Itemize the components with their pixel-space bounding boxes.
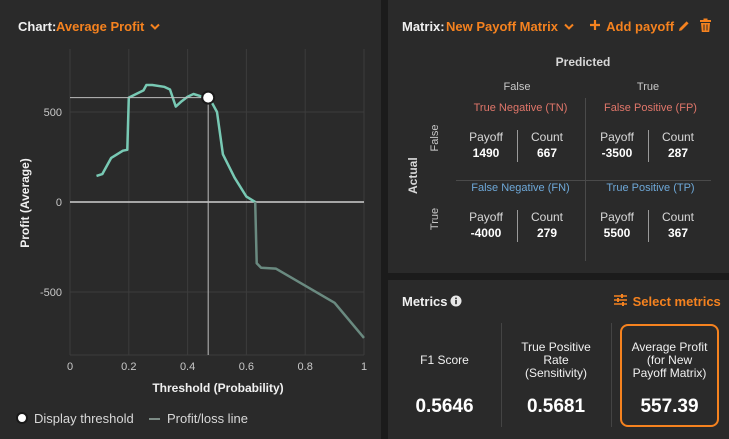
- fn-payoff-value: -4000: [470, 226, 502, 240]
- avg-profit-title-line2: (for New: [646, 353, 693, 367]
- select-metrics-label: Select metrics: [632, 294, 721, 309]
- matrix-divider-vertical: [585, 98, 586, 261]
- select-metrics-button[interactable]: Select metrics: [614, 294, 721, 309]
- fn-count-label: Count: [530, 210, 564, 224]
- matrix-divider-horizontal: [456, 180, 711, 181]
- row-true-label: True: [429, 207, 441, 231]
- col-true-label: True: [636, 81, 660, 93]
- actual-label: Actual: [406, 157, 420, 194]
- chevron-down-icon: [563, 23, 574, 30]
- matrix-label: Matrix:: [402, 19, 445, 34]
- fp-payoff-value: -3500: [601, 146, 633, 160]
- tp-count-value: 367: [667, 226, 689, 240]
- pencil-icon[interactable]: [677, 19, 691, 33]
- f1-value: 0.5646: [415, 396, 474, 417]
- f1-title: F1 Score: [420, 353, 469, 367]
- tp-divider: [648, 210, 649, 242]
- matrix-panel: Matrix: New Payoff Matrix Add payoff Pre…: [388, 0, 729, 273]
- tpr-value: 0.5681: [526, 396, 586, 417]
- chart-type-value: Average Profit: [56, 19, 145, 34]
- tpr-title-line3: (Sensitivity): [524, 366, 587, 380]
- x-tick-label: 0.8: [298, 361, 313, 373]
- metrics-panel: Metrics Select metrics: [388, 280, 729, 439]
- chart-series: [96, 83, 365, 339]
- metrics-label: Metrics: [402, 294, 448, 309]
- tn-count-label: Count: [530, 130, 564, 144]
- col-false-label: False: [503, 81, 531, 93]
- fp-label: False Positive (FP): [604, 102, 697, 114]
- fn-divider: [517, 210, 518, 242]
- matrix-value: New Payoff Matrix: [446, 19, 558, 34]
- y-tick-label: -500: [40, 287, 62, 299]
- fn-label: False Negative (FN): [471, 182, 570, 194]
- x-tick-label: 0.2: [121, 361, 136, 373]
- info-icon[interactable]: [450, 295, 462, 307]
- tn-payoff-value: 1490: [472, 146, 500, 160]
- metric-card-f1[interactable]: F1 Score 0.5646: [394, 324, 495, 427]
- fp-divider: [648, 130, 649, 162]
- tn-label: True Negative (TN): [473, 102, 568, 114]
- chevron-down-icon: [150, 23, 160, 30]
- tp-payoff-label: Payoff: [600, 210, 634, 224]
- row-false-label: False: [429, 124, 441, 152]
- matrix-dropdown[interactable]: New Payoff Matrix: [446, 19, 574, 34]
- avg-profit-title-line1: Average Profit: [631, 340, 708, 354]
- fn-payoff-label: Payoff: [469, 210, 503, 224]
- fn-count-value: 279: [536, 226, 558, 240]
- threshold-marker-icon: [16, 412, 28, 424]
- predicted-label: Predicted: [555, 55, 611, 69]
- y-tick-label: 0: [56, 197, 62, 209]
- plus-icon: [590, 20, 600, 30]
- chart-tick-labels: 0 0.2 0.4 0.6 0.8 1 500 0 -500: [40, 107, 367, 373]
- chart-threshold[interactable]: [70, 90, 216, 355]
- fp-count-value: 287: [667, 146, 689, 160]
- x-tick-label: 0.4: [180, 361, 195, 373]
- x-tick-label: 0.6: [239, 361, 254, 373]
- add-payoff-label: Add payoff: [606, 19, 675, 34]
- tp-label: True Positive (TP): [606, 182, 695, 194]
- sliders-icon: [614, 294, 627, 306]
- y-axis-title: Profit (Average): [18, 158, 32, 248]
- profit-chart: 0 0.2 0.4 0.6 0.8 1 500 0 -500 Threshold (Probab…: [18, 49, 367, 395]
- chart-type-dropdown[interactable]: Average Profit: [56, 19, 160, 34]
- fp-payoff-label: Payoff: [600, 130, 634, 144]
- tp-count-label: Count: [661, 210, 695, 224]
- profit-line-positive: [96, 83, 256, 204]
- metric-divider-2: [611, 323, 612, 427]
- x-axis-title: Threshold (Probability): [152, 381, 283, 395]
- chart-label: Chart:: [18, 19, 57, 34]
- fp-count-label: Count: [661, 130, 695, 144]
- trash-icon[interactable]: [699, 18, 712, 33]
- y-tick-label: 500: [44, 107, 62, 119]
- threshold-handle[interactable]: [201, 90, 216, 105]
- metric-card-average-profit[interactable]: Average Profit (for New Payoff Matrix) 5…: [620, 324, 719, 427]
- x-tick-label: 0: [67, 361, 73, 373]
- avg-profit-title-line3: Payoff Matrix): [632, 366, 707, 380]
- tn-count-value: 667: [536, 146, 558, 160]
- x-tick-label: 1: [361, 361, 367, 373]
- tn-divider: [517, 130, 518, 162]
- chart-panel: Chart: Average Profit 0 0.2 0.4 0.6 0.8 1 500 0…: [0, 0, 381, 439]
- metric-card-tpr[interactable]: True Positive Rate (Sensitivity) 0.5681: [503, 324, 609, 427]
- metric-divider-1: [501, 323, 502, 427]
- tn-payoff-label: Payoff: [469, 130, 503, 144]
- tpr-title-line1: True Positive: [521, 340, 591, 354]
- add-payoff-button[interactable]: Add payoff: [589, 19, 674, 34]
- legend-line-label: Profit/loss line: [167, 411, 248, 426]
- profit-line-negative: [253, 201, 365, 339]
- tp-payoff-value: 5500: [603, 226, 631, 240]
- tpr-title-line2: Rate: [543, 353, 569, 367]
- legend-threshold-label: Display threshold: [34, 411, 134, 426]
- line-swatch-icon: [149, 418, 160, 420]
- avg-profit-value: 557.39: [640, 396, 699, 417]
